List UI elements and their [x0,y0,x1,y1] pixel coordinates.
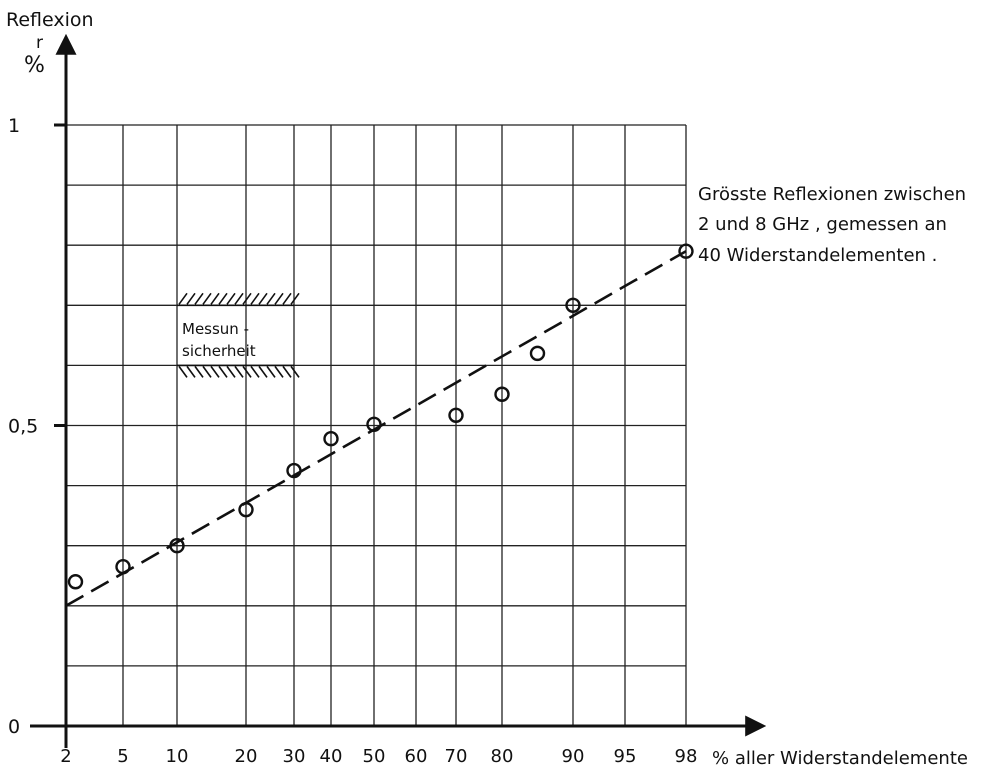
x-tick-label: 95 [614,746,637,767]
band-hatch-mark [202,292,212,305]
data-point [169,538,185,554]
band-hatch-mark [186,292,196,305]
band-hatch-mark [282,292,292,305]
band-hatch-mark [218,292,228,305]
band-hatch-mark [266,292,276,305]
x-tick-label: 98 [675,746,698,767]
band-hatch-mark [242,292,252,305]
data-point [115,559,131,575]
band-hatch-mark [290,292,300,305]
band-label-line-1: Messun - [182,320,249,338]
trend-layer [65,250,687,607]
band-hatch-mark [266,365,276,378]
data-point [67,574,84,590]
y-tick-label: 0 [8,716,20,738]
band-hatch-mark [226,365,236,378]
x-tick-label: 2 [60,746,71,767]
band-hatch-mark [210,365,220,378]
band-hatch-mark [250,292,260,305]
uncertainty-band [177,292,300,378]
x-tick-label: 50 [363,746,386,767]
x-tick-label: 20 [235,746,258,767]
grid [66,124,687,726]
band-hatch-mark [194,365,204,378]
band-hatch-mark [194,292,204,305]
band-hatch-mark [234,365,244,378]
y-axis-unit: % [24,53,45,78]
band-hatch-mark [234,292,244,305]
band-label-line-2: sicherheit [182,342,256,360]
data-point [366,416,382,432]
band-hatch-mark [258,292,268,305]
x-tick-label: 70 [445,746,468,767]
band-hatch-mark [178,365,188,378]
x-tick-label: 40 [320,746,343,767]
band-hatch-mark [218,365,228,378]
band-hatch-mark [274,365,284,378]
band-hatch-mark [242,365,252,378]
tick-labels: 2 5 10 20 30 40 50 60 70 80 90 95 98 0 0,5 1 [8,115,697,767]
band-hatch-mark [282,365,292,378]
data-point [494,386,510,402]
band-hatch-mark [290,365,300,378]
x-tick-label: 10 [166,746,189,767]
data-point [286,462,302,479]
band-hatch-mark [202,365,212,378]
x-axis-label: % aller Widerstandelemente [712,748,968,769]
y-tick-label: 1 [8,115,20,137]
y-axis-symbol: r [36,33,43,53]
trend-line [65,250,687,607]
x-tick-label: 60 [405,746,428,767]
x-tick-label: 5 [117,746,128,767]
data-point [238,501,254,518]
x-tick-label: 90 [562,746,585,767]
data-points [67,243,694,590]
band-hatch-mark [210,292,220,305]
data-point [323,431,339,447]
data-point [565,297,581,313]
y-axis-label: Reflexion [6,9,94,31]
annotation-line-2: 2 und 8 GHz , gemessen an [698,214,947,235]
y-tick-label: 0,5 [8,416,38,438]
x-tick-label: 30 [283,746,306,767]
band-hatch-mark [250,365,260,378]
data-point [529,345,546,362]
annotation-line-1: Grösste Reflexionen zwischen [698,184,966,205]
band-hatch-mark [274,292,284,305]
band-hatch-mark [226,292,236,305]
data-point [448,407,464,423]
band-hatch-mark [178,292,188,305]
annotation-line-3: 40 Widerstandelementen . [698,245,937,266]
x-tick-label: 80 [491,746,514,767]
axes [30,33,767,748]
band-hatch-mark [258,365,268,378]
data-point [678,243,694,259]
band-hatch-mark [186,365,196,378]
